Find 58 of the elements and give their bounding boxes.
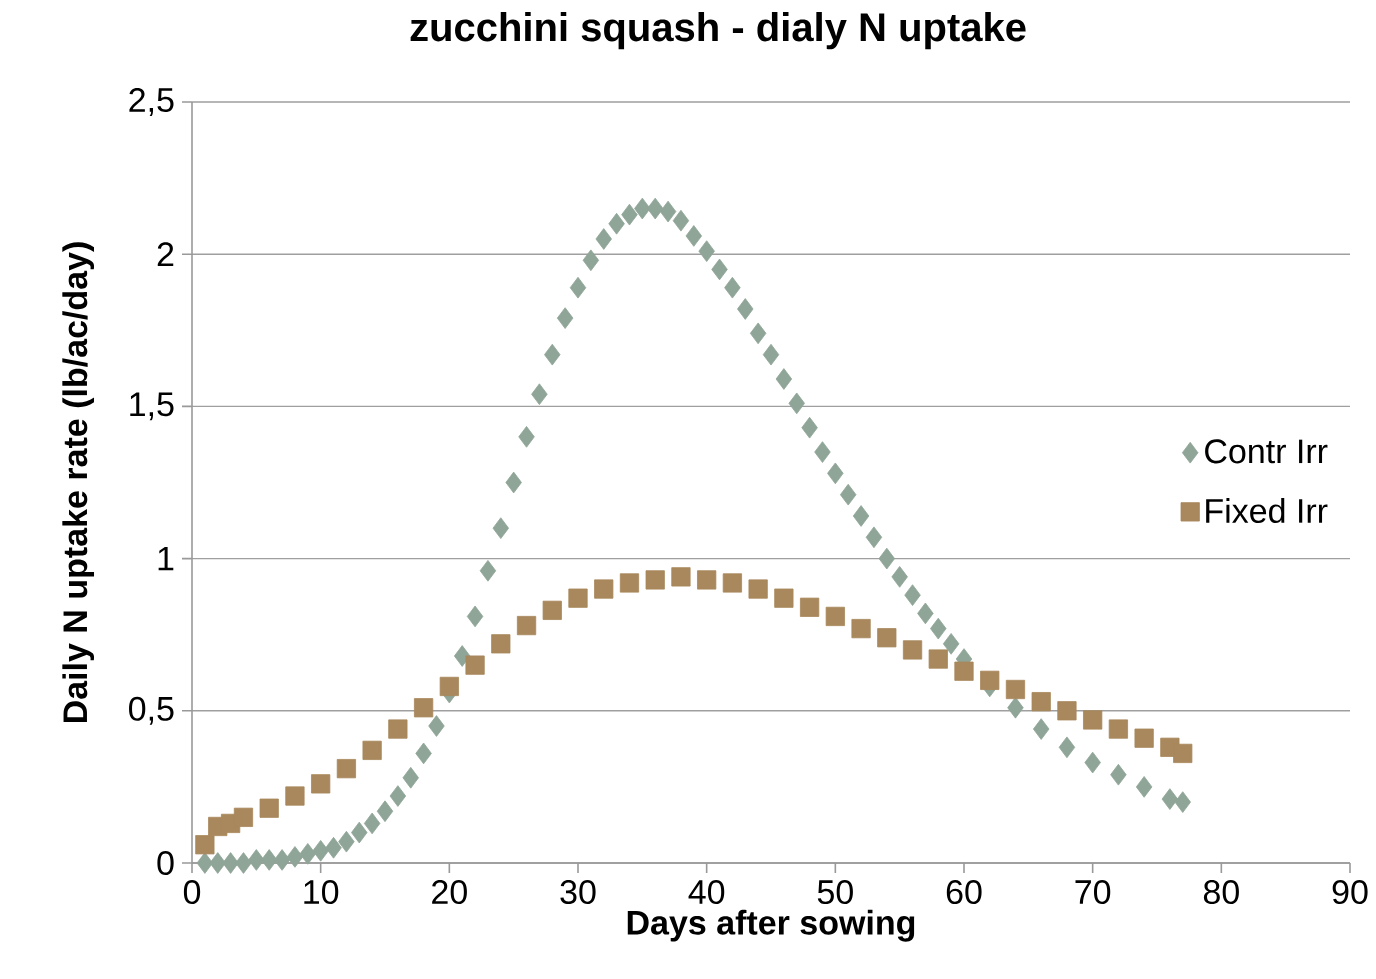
point xyxy=(825,606,845,627)
x-tick-label: 80 xyxy=(1203,880,1239,905)
y-tick-label: 1,5 xyxy=(130,392,174,421)
x-tick-label: 0 xyxy=(183,880,201,905)
point xyxy=(516,615,537,636)
point xyxy=(1005,679,1026,700)
point xyxy=(671,567,691,587)
chart-title: zucchini squash - dialy N uptake xyxy=(410,12,1026,50)
point xyxy=(1057,701,1077,721)
y-axis-title: Daily N uptake rate (lb/ac/day) xyxy=(62,242,95,723)
point xyxy=(542,600,562,620)
point xyxy=(362,740,382,760)
point xyxy=(388,719,408,739)
x-tick-label: 40 xyxy=(688,880,725,905)
point xyxy=(439,676,459,697)
point xyxy=(722,573,742,593)
point xyxy=(1108,719,1128,739)
x-tick-label: 90 xyxy=(1332,880,1368,905)
point xyxy=(195,835,215,855)
y-tick-label: 0 xyxy=(157,850,174,876)
x-tick-label: 60 xyxy=(946,880,982,905)
point xyxy=(233,807,254,827)
point xyxy=(594,579,614,599)
point xyxy=(1083,710,1103,730)
y-tick-label: 0,5 xyxy=(129,696,174,725)
point xyxy=(800,597,820,617)
point xyxy=(1173,743,1193,764)
legend-label: Contr Irr xyxy=(1205,439,1328,464)
point xyxy=(928,649,948,669)
x-tick-label: 10 xyxy=(304,880,339,905)
y-tick-label: 1 xyxy=(158,546,174,571)
x-tick-label: 50 xyxy=(817,880,853,905)
point xyxy=(568,588,588,608)
point xyxy=(645,570,665,590)
point xyxy=(491,634,511,654)
point xyxy=(748,579,768,599)
point xyxy=(902,640,923,660)
point xyxy=(1031,692,1051,712)
point xyxy=(619,573,640,593)
x-tick-label: 30 xyxy=(560,880,596,905)
x-tick-label: 20 xyxy=(432,880,467,905)
x-tick-label: 70 xyxy=(1075,880,1111,905)
legend-label: Fixed Irr xyxy=(1206,498,1328,524)
y-tick-label: 2 xyxy=(157,242,174,267)
point xyxy=(980,670,1000,690)
point xyxy=(259,798,279,818)
point xyxy=(336,759,356,779)
point xyxy=(311,774,331,794)
point xyxy=(774,588,794,608)
point xyxy=(1134,728,1154,748)
point xyxy=(414,698,434,718)
y-tick-label: 2,5 xyxy=(129,87,174,117)
point xyxy=(285,786,305,806)
point xyxy=(851,619,871,639)
point xyxy=(465,655,485,675)
point xyxy=(697,570,717,590)
x-axis-title: Days after sowing xyxy=(627,909,915,942)
point xyxy=(877,628,897,648)
